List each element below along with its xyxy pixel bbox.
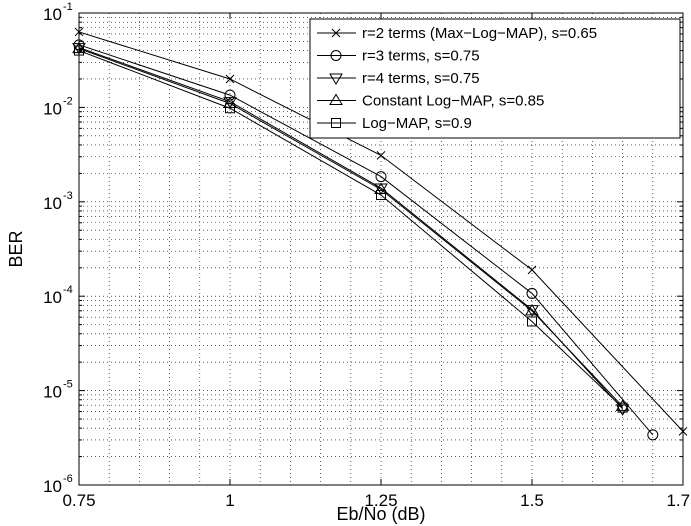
y-tick-exponent: -2: [63, 95, 73, 107]
y-tick-exponent: -5: [63, 379, 73, 391]
y-tick-label: 10 -6: [43, 473, 73, 496]
y-tick-exponent: -3: [63, 190, 73, 202]
data-point-circle-marker: [647, 429, 659, 441]
data-point-triangle-up-marker: [525, 303, 539, 316]
y-tick-exponent: -1: [63, 1, 73, 13]
legend: r=2 terms (Max−Log−MAP), s=0.65 r=3 terms…: [309, 18, 681, 139]
series-line: [78, 50, 623, 408]
y-tick-base: 10: [43, 383, 62, 402]
data-point-triangle-down-marker: [329, 73, 343, 85]
series-1: [74, 27, 688, 436]
legend-label: Log−MAP, s=0.9: [362, 115, 472, 132]
data-point-x-marker: [74, 27, 84, 37]
x-tick-label: 1.25: [364, 491, 397, 510]
legend-box: [309, 18, 681, 139]
x-tick-label: 1: [225, 491, 234, 510]
data-point-triangle-up-marker: [329, 93, 343, 105]
y-tick-label: 10 -1: [43, 1, 73, 24]
data-point-square-marker: [617, 402, 628, 413]
series-group: [72, 27, 688, 441]
data-point-x-marker: [527, 265, 537, 275]
x-tick-label: 1.5: [520, 491, 544, 510]
data-point-circle-marker: [375, 171, 387, 183]
legend-label: r=2 terms (Max−Log−MAP), s=0.65: [362, 25, 597, 42]
x-tick-label: 1.75: [666, 491, 691, 510]
data-point-square-marker: [74, 45, 84, 56]
data-point-triangle-down-marker: [615, 404, 630, 416]
legend-label: r=3 terms, s=0.75: [362, 48, 480, 65]
y-tick-label: 10 -4: [43, 284, 73, 307]
y-tick-exponent: -4: [63, 284, 73, 296]
legend-label: Constant Log−MAP, s=0.85: [362, 93, 544, 110]
plot-frame: [78, 12, 684, 486]
y-tick-exponent: -6: [63, 473, 73, 485]
x-tick-labels: 0.75 1 1.25 1.5 1.75: [62, 491, 691, 510]
y-tick-label: 10 -5: [43, 379, 73, 402]
legend-entry: r=3 terms, s=0.75: [317, 48, 480, 65]
grid: [79, 13, 683, 485]
y-tick-labels: 10-610-510-410-310-210-1: [43, 1, 73, 496]
y-tick-base: 10: [43, 288, 62, 307]
data-point-circle-marker: [224, 89, 236, 101]
x-axis-label: Eb/No (dB): [336, 504, 425, 524]
legend-entry: Log−MAP, s=0.9: [317, 115, 472, 132]
y-axis-label: BER: [6, 230, 26, 267]
data-point-square-marker: [376, 190, 386, 201]
y-tick-label: 10 -2: [43, 95, 73, 118]
data-point-triangle-up-marker: [374, 182, 388, 194]
legend-entry: r=4 terms, s=0.75: [317, 70, 480, 87]
data-point-square-marker: [331, 118, 341, 128]
y-tick-label: 10 -3: [43, 190, 73, 213]
data-point-circle-marker: [526, 287, 538, 299]
legend-label: r=4 terms, s=0.75: [362, 70, 480, 87]
legend-entry: Constant Log−MAP, s=0.85: [317, 93, 544, 110]
data-point-circle-marker: [330, 50, 342, 61]
data-point-x-marker: [225, 74, 235, 84]
y-tick-base: 10: [43, 5, 62, 24]
series-line: [78, 48, 623, 407]
series-line: [78, 44, 654, 436]
data-point-x-marker: [331, 28, 341, 38]
data-point-triangle-up-marker: [72, 41, 86, 54]
data-point-triangle-down-marker: [72, 43, 86, 55]
series-5: [74, 45, 628, 413]
data-point-square-marker: [225, 103, 235, 114]
data-point-square-marker: [527, 316, 537, 327]
y-tick-base: 10: [43, 99, 62, 118]
x-tick-label: 0.75: [62, 491, 95, 510]
legend-entry: r=2 terms (Max−Log−MAP), s=0.65: [317, 25, 597, 42]
y-tick-base: 10: [43, 477, 62, 496]
data-point-x-marker: [376, 151, 386, 160]
data-point-triangle-up-marker: [223, 96, 237, 108]
y-tick-base: 10: [43, 194, 62, 213]
data-point-x-marker: [678, 427, 688, 436]
